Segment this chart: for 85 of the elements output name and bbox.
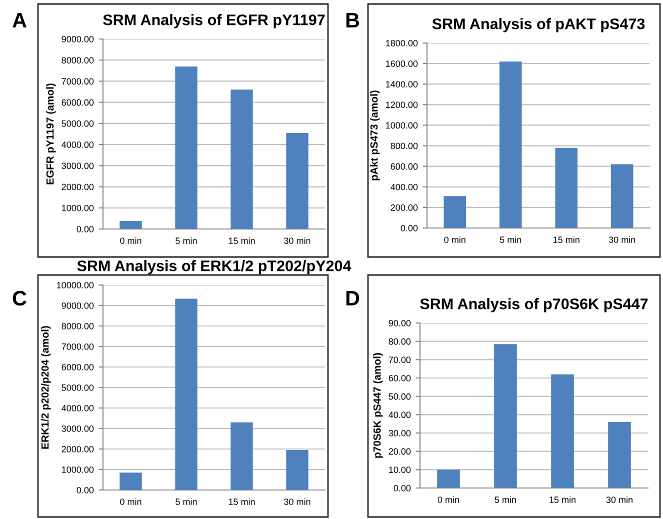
y-tick-label: 6000.00 xyxy=(62,99,94,106)
text: A xyxy=(12,13,26,28)
chart-title: SRM Analysis of ERK1/2 pT202/pY204 xyxy=(77,260,352,274)
y-tick-label: 0.00 xyxy=(76,486,94,494)
y-tick-label: 7000.00 xyxy=(62,78,94,85)
y-tick-label: 1000.00 xyxy=(386,122,418,129)
y-tick-label: 0.00 xyxy=(76,226,94,232)
x-tick-label: 5 min xyxy=(494,496,516,503)
x-tick-label: 5 min xyxy=(176,498,197,505)
y-tick-label: 9000.00 xyxy=(62,302,94,309)
y-tick-label: 0.00 xyxy=(400,224,418,232)
y-tick-label: 30.00 xyxy=(388,430,411,436)
y-tick-label: 10000.00 xyxy=(57,282,94,288)
y-tick-label: 600.00 xyxy=(390,163,418,170)
bar xyxy=(555,148,578,228)
y-axis-title: pAkt pS473 (amol) xyxy=(370,90,380,180)
x-tick-label: 0 min xyxy=(120,237,142,244)
y-tick-label: 5000.00 xyxy=(62,384,94,391)
bar xyxy=(608,422,631,488)
y-tick-label: 1000.00 xyxy=(62,204,94,212)
x-tick-label: 0 min xyxy=(444,236,466,243)
bar xyxy=(499,62,522,228)
y-tick-label: 8000.00 xyxy=(62,322,94,330)
bar xyxy=(230,90,253,229)
x-tick-label: 30 min xyxy=(284,237,310,244)
y-tick-label: 50.00 xyxy=(388,393,411,400)
x-tick-label: 15 min xyxy=(550,496,576,503)
y-tick-label: 6000.00 xyxy=(62,364,94,370)
x-tick-label: 30 min xyxy=(284,498,310,505)
x-tick-label: 30 min xyxy=(608,236,636,243)
chart-title: SRM Analysis of p70S6K pS447 xyxy=(420,298,648,312)
y-axis-title: EGFR pY1197 (amol) xyxy=(46,84,56,184)
x-tick-label: 5 min xyxy=(500,236,522,243)
bar xyxy=(286,450,308,490)
y-axis-title: ERK1/2 p202/p204 (amol) xyxy=(41,326,51,449)
bar xyxy=(610,164,634,228)
bar xyxy=(175,66,198,229)
x-tick-label: 0 min xyxy=(438,496,459,503)
y-tick-label: 60.00 xyxy=(388,374,411,382)
y-tick-label: 80.00 xyxy=(388,338,411,345)
bar xyxy=(286,132,308,229)
chart-title: SRM Analysis of pAKT pS473 xyxy=(432,18,645,32)
bar xyxy=(175,298,198,490)
y-tick-label: 1400.00 xyxy=(386,81,418,88)
y-tick-label: 1000.00 xyxy=(62,466,94,473)
bar xyxy=(230,422,253,490)
text: D xyxy=(346,291,360,306)
bar xyxy=(120,472,142,490)
bar xyxy=(444,196,466,228)
x-tick-label: 15 min xyxy=(228,498,255,505)
y-tick-label: 7000.00 xyxy=(62,343,94,350)
y-tick-label: 3000.00 xyxy=(62,425,94,432)
y-tick-label: 40.00 xyxy=(388,412,411,418)
bar xyxy=(494,344,517,488)
y-axis-title: p70S6K pS447 (amol) xyxy=(373,353,383,458)
y-tick-label: 10.00 xyxy=(389,466,411,474)
y-tick-label: 400.00 xyxy=(390,184,418,190)
x-tick-label: 15 min xyxy=(554,236,580,243)
y-tick-label: 1800.00 xyxy=(386,40,418,46)
x-tick-label: 15 min xyxy=(228,237,255,244)
y-tick-label: 2000.00 xyxy=(62,184,94,190)
y-tick-label: 0.00 xyxy=(394,484,411,492)
bar xyxy=(120,220,142,229)
chart-title: SRM Analysis of EGFR pY1197 xyxy=(103,14,325,28)
y-tick-label: 200.00 xyxy=(390,204,418,211)
y-tick-label: 800.00 xyxy=(390,142,418,150)
y-tick-label: 5000.00 xyxy=(62,120,94,127)
x-tick-label: 30 min xyxy=(606,496,632,503)
y-tick-label: 3000.00 xyxy=(62,162,94,170)
x-tick-label: 5 min xyxy=(176,237,197,244)
y-tick-label: 1200.00 xyxy=(386,102,418,108)
bar xyxy=(437,470,460,488)
y-tick-label: 8000.00 xyxy=(62,57,94,64)
text: B xyxy=(346,13,360,28)
text: C xyxy=(12,290,26,306)
y-tick-label: 70.00 xyxy=(388,356,411,364)
bar xyxy=(551,374,574,488)
y-tick-label: 4000.00 xyxy=(62,404,94,412)
x-tick-label: 0 min xyxy=(120,498,142,505)
y-tick-label: 2000.00 xyxy=(62,446,94,452)
y-tick-label: 90.00 xyxy=(388,320,411,326)
y-tick-label: 4000.00 xyxy=(62,142,94,148)
y-tick-label: 9000.00 xyxy=(62,36,94,42)
y-tick-label: 1600.00 xyxy=(386,60,418,67)
y-tick-label: 20.00 xyxy=(388,448,411,455)
